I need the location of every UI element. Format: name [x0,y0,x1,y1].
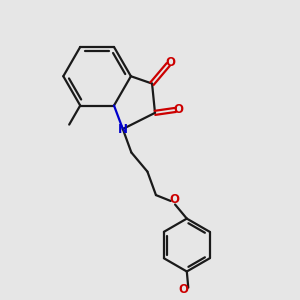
Text: O: O [165,56,175,69]
Text: O: O [169,193,179,206]
Text: N: N [118,122,128,136]
Text: O: O [178,283,188,296]
Text: O: O [173,103,184,116]
